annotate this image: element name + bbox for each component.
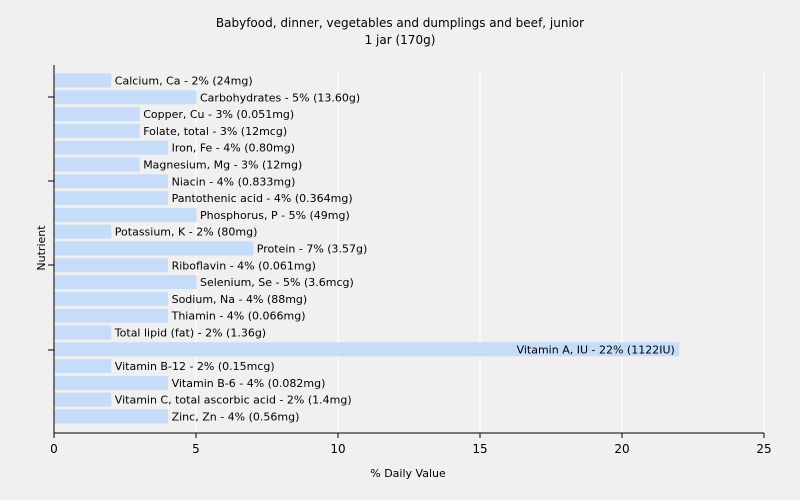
axis-layer — [48, 65, 765, 438]
x-tick-label: 25 — [756, 442, 771, 456]
bar-data-label: Selenium, Se - 5% (3.6mcg) — [200, 276, 354, 289]
bar — [54, 291, 169, 306]
bar-data-label: Pantothenic acid - 4% (0.364mg) — [172, 192, 353, 205]
bar-data-label: Potassium, K - 2% (80mg) — [115, 226, 258, 239]
x-tick-label: 20 — [614, 442, 629, 456]
bar — [54, 375, 169, 390]
bar-data-label: Thiamin - 4% (0.066mg) — [171, 310, 306, 323]
x-tick-label: 0 — [50, 442, 58, 456]
bar-data-label: Carbohydrates - 5% (13.60g) — [200, 91, 360, 104]
grid-layer — [195, 70, 765, 433]
chart-subtitle: 1 jar (170g) — [365, 33, 436, 47]
bar-data-label: Iron, Fe - 4% (0.80mg) — [172, 142, 295, 155]
bar — [54, 342, 680, 357]
chart-title: Babyfood, dinner, vegetables and dumplin… — [216, 16, 584, 30]
bar-data-label: Vitamin A, IU - 22% (1122IU) — [517, 343, 675, 356]
bar — [54, 107, 140, 122]
bar — [54, 258, 169, 273]
bar-data-label: Niacin - 4% (0.833mg) — [172, 175, 296, 188]
bar — [54, 241, 254, 256]
bar — [54, 174, 169, 189]
x-axis-title: % Daily Value — [370, 467, 446, 480]
y-axis-title: Nutrient — [35, 225, 48, 271]
bar-data-label: Sodium, Na - 4% (88mg) — [172, 293, 308, 306]
x-tick-label: 10 — [330, 442, 345, 456]
bar-data-label: Vitamin B-12 - 2% (0.15mcg) — [115, 360, 275, 373]
bar-data-label: Vitamin B-6 - 4% (0.082mg) — [172, 377, 326, 390]
bar-data-label: Riboflavin - 4% (0.061mg) — [172, 259, 316, 272]
bar — [54, 359, 112, 374]
bar-data-label: Calcium, Ca - 2% (24mg) — [115, 75, 253, 88]
bar-data-label: Zinc, Zn - 4% (0.56mg) — [172, 411, 300, 424]
x-tick-label: 15 — [472, 442, 487, 456]
bar — [54, 90, 197, 105]
bar — [54, 140, 169, 155]
bar-data-label: Phosphorus, P - 5% (49mg) — [200, 209, 350, 222]
bar-data-label: Copper, Cu - 3% (0.051mg) — [143, 108, 294, 121]
label-layer: Calcium, Ca - 2% (24mg) Carbohydrates - 5… — [114, 75, 675, 424]
bar-data-label: Folate, total - 3% (12mcg) — [143, 125, 287, 138]
tick-layer: 0 5 10 15 20 25 — [50, 442, 771, 456]
bar — [54, 308, 169, 323]
bar-data-label: Protein - 7% (3.57g) — [257, 243, 368, 256]
bar — [54, 409, 169, 424]
bar-data-label: Vitamin C, total ascorbic acid - 2% (1.4… — [115, 394, 352, 407]
bar — [54, 392, 112, 407]
bar — [54, 275, 197, 290]
bar-layer — [54, 73, 680, 424]
bar — [54, 73, 112, 88]
bar — [54, 224, 112, 239]
bar — [54, 325, 112, 340]
x-tick-label: 5 — [192, 442, 200, 456]
bar — [54, 207, 197, 222]
bar-data-label: Magnesium, Mg - 3% (12mg) — [143, 159, 302, 172]
bar-data-label: Total lipid (fat) - 2% (1.36g) — [114, 327, 266, 340]
bar — [54, 157, 140, 172]
bar — [54, 191, 169, 206]
bar — [54, 123, 140, 138]
